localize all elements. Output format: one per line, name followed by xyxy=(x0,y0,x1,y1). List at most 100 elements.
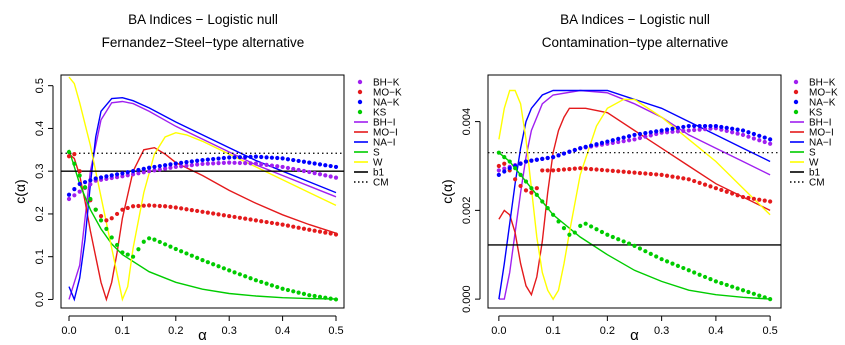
series-point-ks xyxy=(735,286,740,291)
series-point-mo-k xyxy=(496,163,501,169)
series-point-mo-k xyxy=(626,170,632,175)
series-point-na-k xyxy=(248,154,253,159)
series-point-na-k xyxy=(561,151,567,156)
series-point-mo-k xyxy=(692,178,697,184)
series-point-ks xyxy=(82,185,88,190)
series-point-na-k xyxy=(713,123,718,129)
series-line-na-i xyxy=(498,89,771,300)
series-point-mo-k xyxy=(157,203,162,209)
series-point-mo-k xyxy=(637,170,643,176)
series-line-na-i xyxy=(68,96,337,302)
series-point-bh-k xyxy=(496,168,501,173)
series-point-na-k xyxy=(328,163,333,169)
series-point-ks xyxy=(626,241,632,246)
series-point-ks xyxy=(654,254,659,259)
series-point-mo-k xyxy=(66,154,72,159)
series-point-ks xyxy=(708,277,713,282)
series-point-mo-k xyxy=(269,220,275,226)
series-point-na-k xyxy=(227,155,232,160)
series-point-ks xyxy=(567,232,572,237)
series-point-na-k xyxy=(692,123,697,129)
series-line-bh-i xyxy=(498,89,771,300)
legend-marker-point xyxy=(793,109,799,115)
series-point-ks xyxy=(675,263,681,268)
series-point-mo-k xyxy=(136,203,141,209)
series-point-bh-k xyxy=(189,163,194,168)
series-point-mo-k xyxy=(605,168,610,173)
series-line-mo-i xyxy=(68,146,337,302)
legend-label: MO−K xyxy=(373,88,402,99)
legend-item: MO−I xyxy=(354,128,398,139)
series-point-bh-k xyxy=(702,127,708,132)
series-point-ks xyxy=(664,259,670,264)
series-point-bh-k xyxy=(692,127,697,133)
series-point-mo-k xyxy=(740,194,746,200)
series-point-bh-k xyxy=(626,138,632,143)
series-point-ks xyxy=(561,226,567,231)
series-point-bh-k xyxy=(216,161,221,166)
series-point-mo-k xyxy=(697,180,702,185)
series-point-na-k xyxy=(556,153,561,158)
series-point-ks xyxy=(643,249,648,254)
series-point-mo-k xyxy=(675,175,681,180)
series-point-mo-k xyxy=(513,177,518,182)
series-point-ks xyxy=(540,199,545,204)
chart-panel-2: BA Indices − Logistic null Contamination−… xyxy=(439,12,838,344)
series-point-mo-k xyxy=(567,166,572,172)
legend-item: b1 xyxy=(354,168,385,179)
legend-item: MO−I xyxy=(790,128,834,139)
x-tick-label: 0.5 xyxy=(328,325,343,337)
series-point-na-k xyxy=(163,163,168,168)
series-point-ks xyxy=(264,281,269,286)
series-point-bh-k xyxy=(681,128,686,134)
series-point-na-k xyxy=(762,135,767,140)
series-line-s xyxy=(498,152,771,300)
x-tick-label: 0.4 xyxy=(708,325,723,337)
series-point-ks xyxy=(594,227,599,232)
series-point-ks xyxy=(534,192,539,197)
series-point-ks xyxy=(184,251,189,256)
series-point-na-k xyxy=(697,123,702,129)
series-point-mo-k xyxy=(216,212,221,217)
series-point-mo-k xyxy=(104,218,109,223)
series-point-mo-k xyxy=(141,203,146,208)
series-point-mo-k xyxy=(317,229,323,234)
series-line-mo-i xyxy=(498,107,771,297)
series-point-ks xyxy=(556,219,561,224)
legend-item: NA−K xyxy=(793,98,836,109)
series-point-bh-k xyxy=(195,162,200,167)
series-point-na-k xyxy=(253,154,258,159)
series-point-ks xyxy=(724,282,729,288)
legend-marker-point xyxy=(793,89,799,95)
y-axis-label: c(α) xyxy=(439,179,455,203)
legend-label: BH−K xyxy=(809,78,836,89)
series-point-na-k xyxy=(757,133,762,138)
series-line-s xyxy=(68,149,337,300)
series-point-ks xyxy=(253,278,258,283)
legend-item: BH−I xyxy=(354,118,396,129)
series-point-ks xyxy=(93,207,98,212)
series-point-ks xyxy=(275,284,280,290)
series-point-bh-k xyxy=(77,189,82,194)
legend-label: KS xyxy=(809,108,823,119)
series-point-na-k xyxy=(610,138,615,143)
series-point-na-k xyxy=(648,130,653,135)
series-point-bh-k xyxy=(72,193,77,198)
series-point-mo-k xyxy=(253,218,258,223)
series-point-na-k xyxy=(77,181,82,187)
series-point-ks xyxy=(523,179,529,184)
series-point-na-k xyxy=(567,149,572,154)
series-point-mo-k xyxy=(120,207,125,212)
series-point-mo-k xyxy=(681,176,686,181)
series-point-na-k xyxy=(746,130,751,135)
series-point-ks xyxy=(328,296,333,301)
series-point-na-k xyxy=(130,169,136,174)
legend-label: NA−I xyxy=(373,138,396,149)
series-point-na-k xyxy=(114,172,120,177)
series-point-mo-k xyxy=(588,166,594,172)
series-point-ks xyxy=(179,249,184,254)
series-point-bh-k xyxy=(757,138,762,143)
legend-item: MO−K xyxy=(793,88,838,99)
series-point-ks xyxy=(237,272,242,277)
